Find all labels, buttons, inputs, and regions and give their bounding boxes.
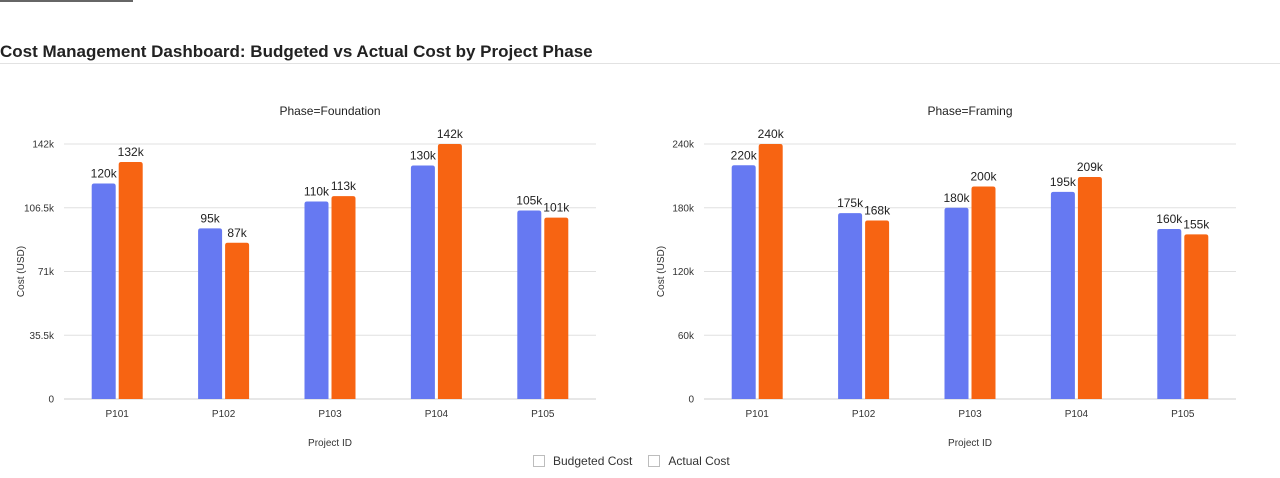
chart-1-xlabel: Project ID xyxy=(308,438,352,449)
chart-2-ytick-label: 180k xyxy=(672,203,695,214)
chart-2-xlabel: Project ID xyxy=(948,438,992,449)
chart-1-ytick-label: 35.5k xyxy=(30,331,55,342)
chart-1-xtick-label: P104 xyxy=(425,409,449,420)
chart-1-title: Phase=Foundation xyxy=(279,104,380,118)
chart-2-ylabel: Cost (USD) xyxy=(656,246,667,297)
chart-2-data-label: 168k xyxy=(864,204,891,218)
top-tab-indicator xyxy=(0,0,133,2)
chart-1-ytick-label: 71k xyxy=(38,267,55,278)
chart-1-data-label: 113k xyxy=(331,179,357,193)
legend-swatch-actual xyxy=(648,455,661,467)
chart-2-ytick-label: 60k xyxy=(678,331,695,342)
chart-1-data-label: 132k xyxy=(118,145,145,159)
chart-2-bar-actual xyxy=(865,220,890,399)
chart-1-bar-budgeted xyxy=(198,228,223,399)
chart-1-ytick-label: 0 xyxy=(48,395,54,406)
chart-1-data-label: 130k xyxy=(410,149,437,163)
chart-1-bar-actual xyxy=(544,217,569,399)
chart-2-data-label: 220k xyxy=(731,148,758,162)
chart-2-ytick-label: 120k xyxy=(672,267,695,278)
chart-2-data-label: 180k xyxy=(943,191,970,205)
chart-2-data-label: 195k xyxy=(1050,175,1077,189)
chart-2-data-label: 209k xyxy=(1077,160,1104,174)
chart-2-xtick-label: P104 xyxy=(1065,409,1089,420)
chart-2-bar-budgeted xyxy=(944,207,969,399)
title-divider xyxy=(0,63,1280,64)
chart-1-data-label: 120k xyxy=(91,167,118,181)
chart-2-xtick-label: P101 xyxy=(746,409,770,420)
chart-1-ylabel: Cost (USD) xyxy=(16,246,27,297)
chart-1-data-label: 87k xyxy=(227,226,247,240)
chart-1-bar-actual xyxy=(118,161,143,399)
legend-swatch-budgeted xyxy=(533,455,545,467)
dashboard-title: Cost Management Dashboard: Budgeted vs A… xyxy=(0,42,593,61)
chart-2-data-label: 175k xyxy=(837,196,864,210)
chart-1-xtick-label: P103 xyxy=(318,409,342,420)
chart-1-data-label: 105k xyxy=(516,193,543,207)
legend: Budgeted Cost Actual Cost xyxy=(533,454,730,468)
chart-1-bar-actual xyxy=(331,196,356,399)
legend-item-budgeted[interactable]: Budgeted Cost xyxy=(533,454,632,468)
chart-2-ytick-label: 0 xyxy=(688,395,694,406)
chart-1-xtick-label: P105 xyxy=(531,409,555,420)
chart-2-xtick-label: P103 xyxy=(958,409,982,420)
chart-1-bar-budgeted xyxy=(517,210,542,399)
legend-label-budgeted: Budgeted Cost xyxy=(553,454,633,468)
chart-2-bar-actual xyxy=(758,144,783,399)
chart-2-data-label: 155k xyxy=(1183,217,1210,231)
chart-2-data-label: 240k xyxy=(758,127,785,141)
chart-2-bar-actual xyxy=(1077,176,1102,399)
chart-1-bar-budgeted xyxy=(91,183,116,399)
chart-1-data-label: 95k xyxy=(200,211,220,225)
chart-2-bar-budgeted xyxy=(838,213,863,399)
chart-2-ytick-label: 240k xyxy=(672,140,695,151)
chart-1-ytick-label: 142k xyxy=(32,140,55,151)
legend-label-actual: Actual Cost xyxy=(668,454,730,468)
chart-1-data-label: 101k xyxy=(543,201,570,215)
chart-2-xtick-label: P102 xyxy=(852,409,876,420)
chart-2-bar-budgeted xyxy=(1050,191,1075,399)
chart-1-xtick-label: P101 xyxy=(106,409,130,420)
chart-1-bar-budgeted xyxy=(304,201,329,399)
legend-item-actual[interactable]: Actual Cost xyxy=(648,454,730,468)
chart-1-bar-actual xyxy=(225,242,250,399)
chart-2-bar-actual xyxy=(1184,234,1209,399)
chart-2-data-label: 200k xyxy=(970,170,997,184)
chart-1-xtick-label: P102 xyxy=(212,409,236,420)
chart-2-title: Phase=Framing xyxy=(927,104,1012,118)
chart-2-xtick-label: P105 xyxy=(1171,409,1195,420)
chart-2-bar-budgeted xyxy=(1157,229,1182,399)
chart-1-bar-budgeted xyxy=(410,165,435,399)
chart-2-bar-budgeted xyxy=(731,165,756,399)
chart-2-data-label: 160k xyxy=(1156,212,1183,226)
chart-1-bar-actual xyxy=(437,144,462,399)
chart-1-data-label: 142k xyxy=(437,127,464,141)
chart-1-data-label: 110k xyxy=(304,184,330,198)
chart-1-ytick-label: 106.5k xyxy=(24,203,55,214)
chart-2-bar-actual xyxy=(971,186,996,399)
